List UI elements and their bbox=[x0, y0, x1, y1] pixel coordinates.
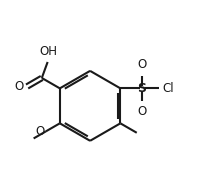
Text: O: O bbox=[138, 58, 147, 71]
Text: O: O bbox=[36, 125, 45, 138]
Text: S: S bbox=[138, 82, 147, 95]
Text: OH: OH bbox=[40, 45, 58, 58]
Text: O: O bbox=[138, 105, 147, 118]
Text: O: O bbox=[14, 80, 24, 93]
Text: Cl: Cl bbox=[163, 82, 174, 95]
